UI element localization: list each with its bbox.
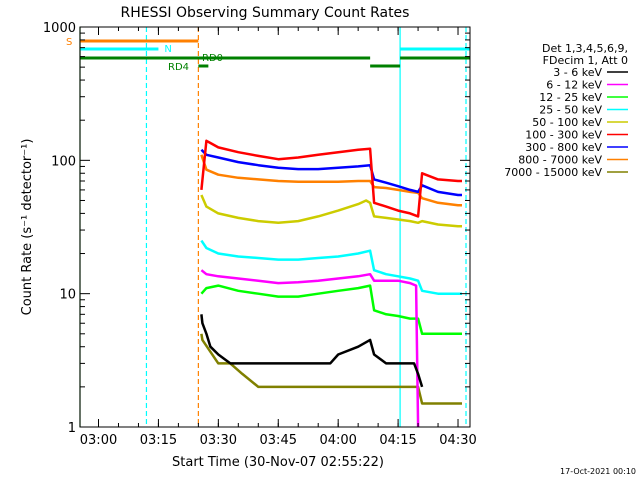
y-tick-label: 1 [68, 421, 76, 436]
series-line [200, 154, 462, 207]
x-tick-label: 03:45 [260, 433, 297, 448]
vertical-markers [79, 27, 467, 427]
y-axis-label: Count Rate (s⁻¹ detector⁻¹) [20, 139, 35, 316]
state-bar-label: S [66, 37, 72, 48]
legend-entry-label: 800 - 7000 keV [518, 154, 602, 167]
x-axis-label: Start Time (30-Nov-07 02:55:22) [172, 455, 384, 470]
legend-entry-label: 25 - 50 keV [539, 104, 602, 117]
series-line [200, 314, 424, 388]
timestamp: 17-Oct-2021 00:10 [560, 467, 636, 476]
legend-header: FDecim 1, Att 0 [543, 54, 628, 67]
legend-entry-label: 300 - 800 keV [525, 141, 602, 154]
series-line [200, 269, 420, 428]
attenuator-bars: S N RD0 RD4 [66, 37, 470, 73]
legend-entry-label: 3 - 6 keV [553, 66, 602, 79]
y-tick-label: 100 [51, 154, 76, 169]
legend-entry-label: 12 - 25 keV [539, 91, 602, 104]
series-line [200, 284, 462, 336]
x-tick-label: 04:00 [319, 433, 356, 448]
state-bar-label: RD4 [168, 62, 189, 73]
legend-entry-label: 7000 - 15000 keV [504, 166, 602, 179]
state-bar-label: N [164, 44, 171, 55]
y-tick-label: 1000 [43, 21, 76, 36]
chart-title: RHESSI Observing Summary Count Rates [121, 5, 410, 21]
legend: Det 1,3,4,5,6,9,FDecim 1, Att 03 - 6 keV… [504, 42, 628, 179]
data-series [200, 139, 462, 428]
legend-entry-label: 50 - 100 keV [532, 116, 602, 129]
series-line [200, 333, 462, 405]
series-line [200, 194, 462, 228]
plot-frame [79, 26, 471, 428]
x-tick-label: 03:15 [140, 433, 177, 448]
legend-entry-label: 100 - 300 keV [525, 129, 602, 142]
axes: 03:00 03:15 03:30 03:45 04:00 04:15 04:30 1 10 10… [43, 21, 477, 448]
legend-header: Det 1,3,4,5,6,9, [542, 42, 628, 55]
y-tick-label: 10 [59, 288, 76, 303]
series-line [200, 239, 462, 295]
series-line [200, 139, 462, 218]
state-bar-label: RD0 [202, 53, 223, 64]
x-tick-label: 03:30 [200, 433, 237, 448]
x-tick-label: 04:15 [379, 433, 416, 448]
x-tick-label: 03:00 [80, 433, 117, 448]
legend-entry-label: 6 - 12 keV [546, 79, 602, 92]
x-tick-label: 04:30 [439, 433, 476, 448]
